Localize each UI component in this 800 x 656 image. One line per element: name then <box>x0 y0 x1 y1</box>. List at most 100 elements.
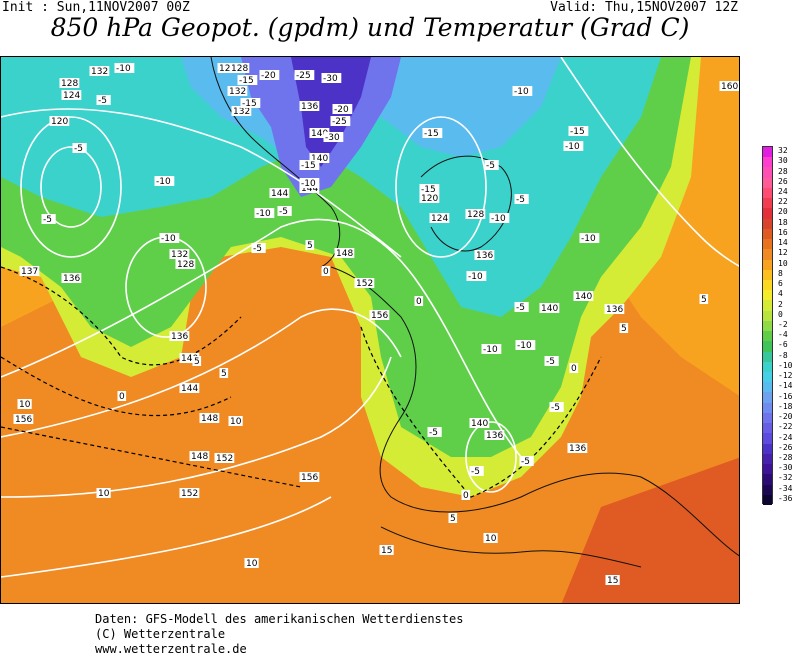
legend-label: -12 <box>778 371 793 381</box>
geopotential-label-bg <box>179 488 200 498</box>
temperature-label: -5 <box>253 244 262 254</box>
geopotential-label: 136 <box>569 444 586 454</box>
geopotential-label-bg <box>604 304 625 314</box>
legend-label: 22 <box>778 197 788 207</box>
temperature-label-bg <box>461 490 471 500</box>
legend-swatch <box>763 423 772 434</box>
temperature-label-bg <box>154 176 175 186</box>
temperature-label-bg <box>72 143 87 153</box>
temperature-label: 5 <box>194 357 200 367</box>
temperature-label-bg <box>17 399 32 409</box>
geopotential-label: 136 <box>476 251 493 261</box>
legend-label: -8 <box>778 350 788 360</box>
weather-map: 132 128 124 120 137 136 128 132 136 140 144 148 152 1… <box>0 56 740 604</box>
geopotential-label: 140 <box>541 304 558 314</box>
geopotential-label: 140 <box>311 129 328 139</box>
geopotential-label-bg <box>214 453 235 463</box>
temperature-label: -15 <box>301 161 316 171</box>
temperature-label: -5 <box>516 303 525 313</box>
temperature-label-bg <box>379 545 394 555</box>
temperature-label-bg <box>41 214 56 224</box>
temperature-label: -20 <box>261 71 276 81</box>
valid-time: Valid: Thu,15NOV2007 12Z <box>550 0 738 15</box>
geopotential-label-bg <box>484 430 505 440</box>
geopotential-label-bg <box>217 63 238 73</box>
geopotential-label-bg <box>719 81 739 91</box>
temperature-label-bg <box>299 160 320 170</box>
temperature-label-bg <box>259 70 280 80</box>
geopotential-label: 137 <box>21 267 38 277</box>
temperature-label: -5 <box>98 96 107 106</box>
geopotential-label: 132 <box>171 250 188 260</box>
temperature-label: -5 <box>429 428 438 438</box>
temperature-label: -5 <box>471 467 480 477</box>
legend-swatch <box>763 310 772 322</box>
legend-label: 4 <box>778 289 783 299</box>
legend-swatch <box>763 453 772 465</box>
contour-low-scandinavia <box>395 116 487 258</box>
geopotential-label-bg <box>169 331 190 341</box>
geopotential-label-bg <box>229 63 250 73</box>
geopotential-label: 152 <box>216 454 233 464</box>
temperature-label-bg <box>254 208 275 218</box>
geopotential-label: 132 <box>91 67 108 77</box>
geopotential-label-bg <box>49 116 70 126</box>
legend-swatch <box>763 331 772 342</box>
geopotential-label-bg <box>179 353 200 363</box>
temperature-label-bg <box>159 233 180 243</box>
legend-swatch <box>763 147 772 158</box>
temperature-label-bg <box>484 160 499 170</box>
temperature-label-bg <box>699 294 709 304</box>
contour-156 <box>1 496 332 578</box>
temperature-label: 10 <box>485 534 497 544</box>
legend-label: -18 <box>778 401 793 411</box>
geopotential-label-bg <box>189 451 210 461</box>
temperature-label-bg <box>117 391 127 401</box>
legend-swatch <box>763 290 772 301</box>
contour-low-mediterranean <box>465 421 517 493</box>
geopotential-label: 148 <box>336 249 353 259</box>
temperature-isotherms <box>1 266 602 498</box>
temperature-label: -10 <box>514 87 529 97</box>
temperature-label-bg <box>489 213 510 223</box>
temperature-label-bg <box>544 356 559 366</box>
geopotential-label: 156 <box>301 473 318 483</box>
geopotential-label: 128 <box>467 210 484 220</box>
geopotential-label: 124 <box>63 91 80 101</box>
geopotential-label-bg <box>309 153 330 163</box>
geopotential-label: 144 <box>181 384 198 394</box>
contour-148-east <box>560 57 739 267</box>
geopotential-label-bg <box>299 472 320 482</box>
legend-label: 18 <box>778 217 788 227</box>
temperature-labels: -10 -5 -5 -5 -10 -10 -15 -20 -25 -30 -15 -20 -25 -30 -… <box>17 63 709 586</box>
temperature-label-bg <box>563 141 584 151</box>
geopotential-label: 140 <box>181 354 198 364</box>
geopotential-label-bg <box>474 250 495 260</box>
temperature-label-bg <box>240 98 261 108</box>
temperature-label: 0 <box>119 392 125 402</box>
temperature-label-bg <box>448 513 458 523</box>
temperature-label-bg <box>299 178 320 188</box>
temperature-label-bg <box>514 302 529 312</box>
geopotential-label-bg <box>369 310 390 320</box>
geopotential-label-bg <box>469 418 490 428</box>
temperature-label-bg <box>192 356 202 366</box>
legend-label: -4 <box>778 330 788 340</box>
temperature-label-bg <box>483 533 498 543</box>
legend-swatch <box>763 464 772 475</box>
contour-128 <box>1 108 402 258</box>
temperature-label: -5 <box>551 403 560 413</box>
legend-swatch <box>763 208 772 220</box>
geopotential-label: 160 <box>721 82 738 92</box>
legend-label: -32 <box>778 473 793 483</box>
temperature-label: 5 <box>701 295 707 305</box>
geopotential-label: 124 <box>431 214 448 224</box>
temperature-label-bg <box>251 243 266 253</box>
legend-swatch <box>763 433 772 445</box>
temperature-label: -15 <box>570 127 585 137</box>
geopotential-label: 128 <box>219 64 236 74</box>
coastlines <box>210 57 739 568</box>
geopotential-label: 136 <box>171 332 188 342</box>
geopotential-label-bg <box>269 188 290 198</box>
